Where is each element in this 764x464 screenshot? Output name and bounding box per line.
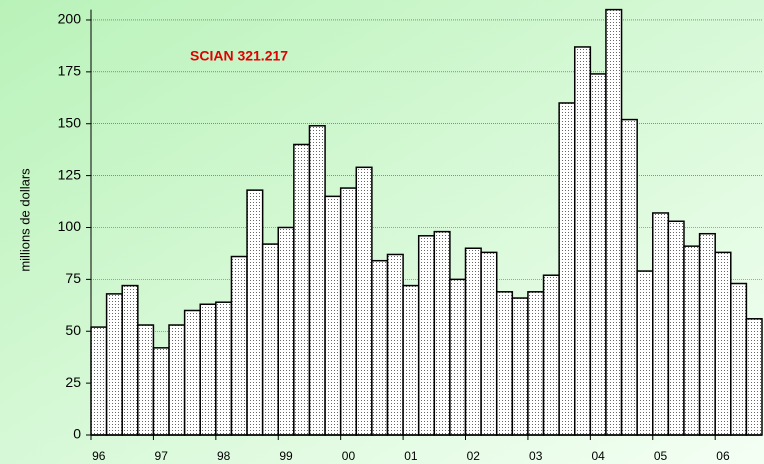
bar xyxy=(121,284,139,436)
x-tick-label: 00 xyxy=(342,449,356,463)
bar xyxy=(527,291,545,436)
x-tick-label: 02 xyxy=(467,449,481,463)
bar xyxy=(714,251,732,436)
bar xyxy=(152,347,170,436)
bar xyxy=(620,118,638,436)
bar xyxy=(542,274,560,436)
bar xyxy=(293,143,311,436)
x-tick-label: 03 xyxy=(529,449,543,463)
bar xyxy=(464,247,482,436)
bar xyxy=(261,243,280,436)
bar xyxy=(339,187,358,436)
bar xyxy=(137,324,155,436)
x-tick-label: 98 xyxy=(217,449,231,463)
bar xyxy=(495,291,514,436)
bar xyxy=(605,8,623,436)
bar xyxy=(371,259,389,436)
bar xyxy=(511,297,529,436)
y-tick-label: 175 xyxy=(58,63,82,79)
bar xyxy=(355,166,373,436)
bar xyxy=(246,189,264,436)
bar xyxy=(667,220,685,436)
bar xyxy=(168,324,186,436)
bar xyxy=(105,293,123,436)
bar xyxy=(417,235,436,436)
bar xyxy=(324,195,342,436)
bar xyxy=(573,46,592,436)
bar xyxy=(449,278,467,436)
y-tick-label: 0 xyxy=(73,426,81,442)
bar xyxy=(90,326,108,436)
bar xyxy=(386,253,404,436)
bar xyxy=(183,309,201,436)
x-tick-label: 04 xyxy=(591,449,605,463)
bar xyxy=(308,125,326,436)
bar xyxy=(636,270,654,436)
y-axis-label: millions de dollars xyxy=(17,168,32,272)
bar xyxy=(730,282,748,436)
bar xyxy=(433,230,451,436)
bar xyxy=(698,232,716,436)
y-tick-label: 50 xyxy=(65,322,81,338)
bar xyxy=(215,301,233,436)
x-tick-label: 96 xyxy=(92,449,106,463)
y-tick-label: 125 xyxy=(58,166,82,182)
x-tick-label: 01 xyxy=(404,449,418,463)
x-tick-label: 06 xyxy=(716,449,730,463)
bar xyxy=(199,303,217,436)
bar xyxy=(230,255,248,436)
y-tick-label: 75 xyxy=(65,270,81,286)
x-tick-label: 99 xyxy=(279,449,293,463)
x-tick-label: 97 xyxy=(155,449,169,463)
bar xyxy=(277,226,295,436)
bar xyxy=(558,102,576,436)
y-tick-label: 100 xyxy=(58,218,82,234)
bar xyxy=(402,284,420,436)
bar xyxy=(480,251,498,436)
bar xyxy=(652,212,670,436)
bar xyxy=(589,73,607,436)
annotation: SCIAN 321.217 xyxy=(190,48,288,64)
y-tick-label: 150 xyxy=(58,114,82,130)
x-tick-label: 05 xyxy=(654,449,668,463)
y-tick-label: 200 xyxy=(58,11,82,27)
bar xyxy=(683,245,701,436)
y-tick-label: 25 xyxy=(65,374,81,390)
bar xyxy=(745,318,763,436)
